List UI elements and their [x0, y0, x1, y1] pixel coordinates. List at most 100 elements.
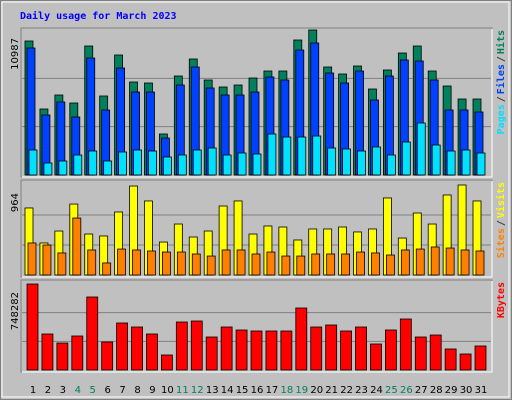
- chart-title: Daily usage for March 2023: [20, 10, 177, 22]
- bar: [312, 135, 322, 176]
- bar: [27, 242, 37, 276]
- bar: [459, 353, 472, 371]
- x-tick-label: 18: [280, 385, 293, 396]
- bar: [296, 255, 306, 276]
- x-tick-label: 2: [45, 385, 51, 396]
- bar: [415, 248, 425, 276]
- bar: [356, 251, 365, 276]
- bar: [342, 148, 352, 176]
- panel-highlight: [22, 181, 493, 278]
- bar: [72, 217, 82, 276]
- bar: [41, 333, 54, 371]
- bar: [357, 150, 366, 176]
- x-tick-label: 25: [385, 385, 398, 396]
- bar: [460, 249, 470, 276]
- panel-highlight: [22, 29, 493, 178]
- bar: [311, 253, 321, 276]
- x-tick-label: 7: [119, 385, 125, 396]
- y-tick-label: 964: [10, 193, 21, 212]
- bar: [58, 160, 68, 176]
- bar: [401, 141, 411, 176]
- bar: [430, 246, 440, 276]
- y-tick-label: 10987: [10, 38, 21, 70]
- x-tick-label: 8: [134, 385, 140, 396]
- x-tick-label: 3: [60, 385, 66, 396]
- bar: [28, 149, 38, 176]
- x-tick-label: 12: [191, 385, 204, 396]
- x-tick-label: 5: [90, 385, 96, 396]
- bar: [87, 249, 97, 276]
- x-tick-label: 6: [104, 385, 110, 396]
- bar: [370, 343, 382, 371]
- bar: [414, 336, 427, 371]
- legend-separator: /: [496, 56, 507, 62]
- bar: [71, 335, 84, 371]
- bar: [146, 333, 158, 371]
- bar: [162, 156, 172, 176]
- bar: [341, 253, 351, 276]
- bar: [372, 146, 381, 176]
- x-tick-label: 28: [430, 385, 443, 396]
- x-tick-label: 30: [460, 385, 473, 396]
- bar: [326, 253, 336, 276]
- x-tick-label: 4: [75, 385, 81, 396]
- bar: [161, 251, 171, 276]
- legend: KBytes: [496, 282, 507, 318]
- y-tick-label: 748282: [10, 292, 21, 330]
- x-tick-label: 15: [236, 385, 249, 396]
- bar: [177, 154, 187, 176]
- bar: [206, 255, 216, 276]
- bar: [340, 330, 353, 371]
- bar: [446, 150, 456, 176]
- bar: [237, 152, 247, 176]
- bar: [295, 307, 308, 371]
- bar: [385, 254, 395, 276]
- bar: [266, 251, 276, 276]
- x-tick-label: 13: [206, 385, 219, 396]
- x-tick-label: 26: [400, 385, 413, 396]
- bar: [445, 247, 455, 276]
- x-tick-label: 9: [149, 385, 155, 396]
- bar: [205, 336, 218, 371]
- bar: [147, 250, 156, 276]
- bar: [251, 253, 261, 276]
- bar: [221, 249, 231, 276]
- x-tick-label: 16: [251, 385, 264, 396]
- bar: [43, 162, 53, 176]
- bar: [191, 253, 201, 276]
- bar: [190, 320, 203, 371]
- bar: [56, 342, 69, 371]
- bar: [386, 154, 396, 176]
- x-tick-label: 23: [355, 385, 368, 396]
- bar: [400, 249, 410, 276]
- panel-highlight: [22, 281, 493, 373]
- bar: [42, 244, 52, 276]
- bar: [461, 149, 471, 176]
- bar: [325, 324, 338, 371]
- legend-entry: Hits: [495, 30, 507, 54]
- x-tick-label: 11: [176, 385, 189, 396]
- legend-entry: Files: [495, 64, 507, 94]
- bar: [310, 326, 323, 371]
- x-tick-label: 14: [221, 385, 234, 396]
- bar: [252, 153, 262, 176]
- bar: [118, 151, 127, 176]
- bar: [132, 249, 141, 276]
- x-tick-label: 1: [30, 385, 36, 396]
- legend: Pages / Files / Hits: [495, 30, 507, 134]
- bar: [281, 255, 291, 276]
- bar: [399, 318, 412, 371]
- legend-entry: Pages: [496, 104, 507, 134]
- bar: [175, 321, 188, 371]
- bar: [57, 252, 67, 276]
- bar: [102, 262, 112, 276]
- bar: [26, 283, 39, 371]
- bar: [476, 152, 486, 176]
- bar: [86, 296, 99, 371]
- legend-entry: KBytes: [496, 282, 507, 318]
- x-tick-label: 29: [445, 385, 458, 396]
- bar: [282, 136, 292, 176]
- bar: [475, 250, 485, 276]
- bar: [101, 341, 114, 371]
